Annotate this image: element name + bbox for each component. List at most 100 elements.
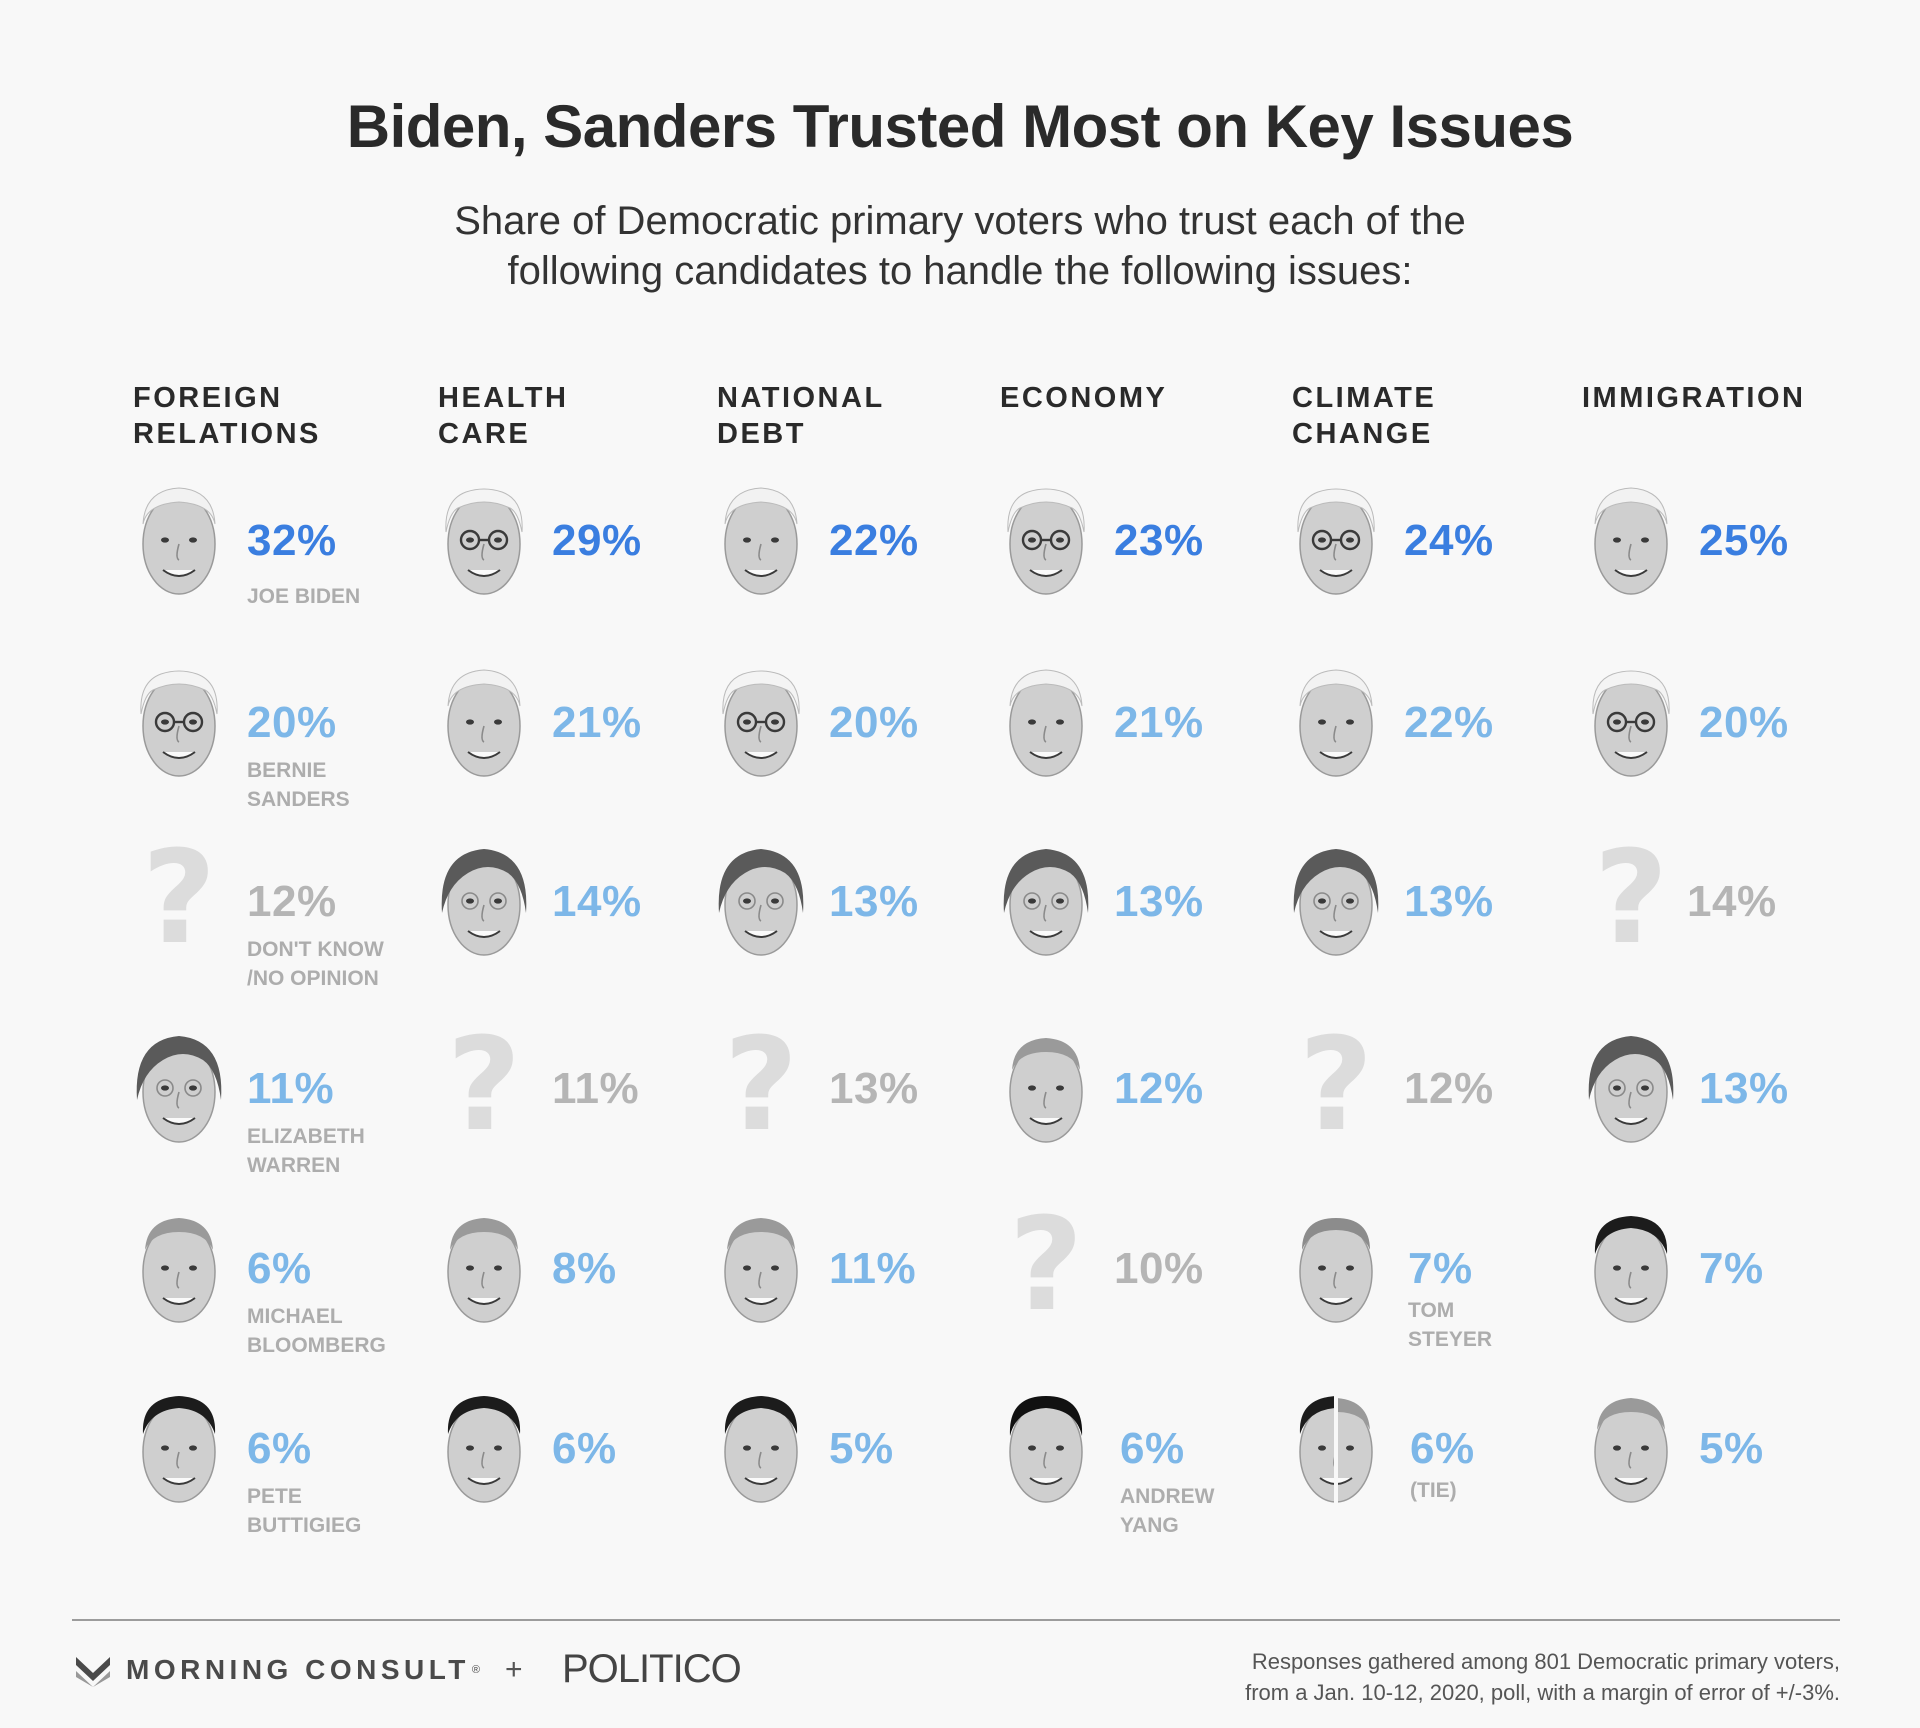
- question-mark-icon: ?: [1298, 1011, 1374, 1160]
- candidate-label-line: ELIZABETH: [247, 1125, 365, 1148]
- source-line-1: Responses gathered among 801 Democratic …: [1251, 1649, 1840, 1674]
- ranking-entry-joe-biden: 32% JOE BIDEN: [133, 482, 433, 652]
- candidate-label-line: ANDREW: [1120, 1485, 1215, 1508]
- percent-value: 12%: [1114, 1064, 1204, 1113]
- percent-value: 14%: [1687, 877, 1777, 926]
- ranking-entry-bernie-sanders: 23%: [1000, 482, 1300, 652]
- candidate-label-line: BERNIE: [247, 759, 327, 782]
- percent-value: 24%: [1404, 516, 1494, 565]
- issue-header-line: NATIONAL: [717, 382, 885, 414]
- ranking-entry-pete-buttigieg: 7%: [1585, 1210, 1885, 1380]
- subtitle-line-1: Share of Democratic primary voters who t…: [454, 199, 1466, 243]
- ranking-entry-elizabeth-warren: 13%: [1000, 843, 1300, 1013]
- biden-face-icon: [142, 487, 216, 595]
- sanders-face-icon: [1007, 488, 1085, 595]
- question-mark-icon: ?: [1008, 1191, 1084, 1340]
- issue-header: CLIMATE CHANGE: [1292, 380, 1436, 452]
- issue-header: HEALTH CARE: [438, 380, 568, 452]
- candidate-label-line: MICHAEL: [247, 1305, 343, 1328]
- warren-face-icon: [718, 849, 804, 956]
- candidate-label-line: SANDERS: [247, 788, 350, 811]
- issue-header-line: DEBT: [717, 418, 806, 450]
- chart-title: Biden, Sanders Trusted Most on Key Issue…: [346, 93, 1574, 160]
- candidate-label-line: YANG: [1120, 1514, 1179, 1537]
- issue-header-line: CHANGE: [1292, 418, 1433, 450]
- percent-value: 25%: [1699, 516, 1789, 565]
- biden-face-icon: [724, 487, 798, 595]
- candidate-label: PETE BUTTIGIEG: [247, 1482, 361, 1540]
- warren-face-icon: [1588, 1036, 1674, 1143]
- warren-face-icon: [1003, 849, 1089, 956]
- issue-column-immigration: IMMIGRATION 25% 20%? 14%: [1582, 0, 1885, 1600]
- percent-value: 20%: [829, 698, 919, 747]
- question-mark-icon: ?: [1593, 824, 1669, 973]
- question-mark-icon: ?: [141, 824, 217, 973]
- ranking-entry-bernie-sanders: 20%: [1585, 664, 1885, 834]
- issue-column-climate-change: CLIMATE CHANGE 24% 22%: [1290, 0, 1590, 1600]
- candidate-label-line: STEYER: [1408, 1328, 1493, 1351]
- ranking-entry-michael-bloomberg: 12%: [1000, 1030, 1300, 1200]
- ranking-entry-don-t-know-no-opinion: ? 13%: [715, 1016, 1015, 1200]
- percent-value: 12%: [247, 877, 337, 926]
- bloomberg-face-icon: [1594, 1398, 1668, 1503]
- percent-value: 23%: [1114, 516, 1204, 565]
- logo-plus-sign: +: [505, 1653, 523, 1686]
- buttigieg-face-icon: [724, 1396, 798, 1503]
- sanders-face-icon: [722, 670, 800, 777]
- issue-header: ECONOMY: [1000, 380, 1167, 416]
- ranking-entry-michael-bloomberg: 5%: [1585, 1390, 1885, 1560]
- warren-face-icon: [1293, 849, 1379, 956]
- candidate-label-line: (TIE): [1410, 1479, 1457, 1502]
- ranking-entry-don-t-know-no-opinion: ? 14%: [1585, 829, 1885, 1013]
- candidate-label-line: DON'T KNOW: [247, 938, 384, 961]
- ranking-entry-don-t-know-no-opinion: ? 11%: [438, 1016, 738, 1200]
- percent-value: 13%: [829, 877, 919, 926]
- percent-value: 6%: [1120, 1424, 1185, 1473]
- percent-value: 7%: [1699, 1244, 1764, 1293]
- ranking-entry-elizabeth-warren: 13%: [1290, 843, 1590, 1013]
- buttigieg-face-icon: [447, 1396, 521, 1503]
- candidate-label-line: TOM: [1408, 1299, 1455, 1322]
- warren-face-icon: [136, 1036, 222, 1143]
- politico-logo: POLITICO: [562, 1647, 742, 1691]
- ranking-entry-bernie-sanders: 20%: [715, 664, 1015, 834]
- bloomberg-face-icon: [1009, 1038, 1083, 1143]
- candidate-label-line: /NO OPINION: [247, 967, 379, 990]
- source-line-2: from a Jan. 10-12, 2020, poll, with a ma…: [1245, 1680, 1840, 1705]
- percent-value: 6%: [1410, 1424, 1475, 1473]
- issue-header-line: CLIMATE: [1292, 382, 1437, 414]
- ranking-entry-elizabeth-warren: 14%: [438, 843, 738, 1013]
- percent-value: 6%: [552, 1424, 617, 1473]
- percent-value: 21%: [1114, 698, 1204, 747]
- candidate-label: MICHAEL BLOOMBERG: [247, 1302, 386, 1360]
- ranking-entry-bernie-sanders: 29%: [438, 482, 738, 652]
- ranking-entry-pete-buttigieg: 6% PETE BUTTIGIEG: [133, 1390, 433, 1560]
- percent-value: 8%: [552, 1244, 617, 1293]
- candidate-label-line: PETE: [247, 1485, 302, 1508]
- ranking-entry-joe-biden: 21%: [438, 664, 738, 834]
- candidate-label-line: BUTTIGIEG: [247, 1514, 362, 1537]
- percent-value: 13%: [829, 1064, 919, 1113]
- percent-value: 7%: [1408, 1244, 1473, 1293]
- percent-value: 11%: [829, 1244, 917, 1293]
- issue-header: FOREIGN RELATIONS: [133, 380, 321, 452]
- morning-consult-logo: MORNING CONSULT ®: [74, 1650, 480, 1690]
- issue-header-line: RELATIONS: [133, 418, 321, 450]
- ranking-entry-elizabeth-warren: 11% ELIZABETH WARREN: [133, 1030, 433, 1200]
- morning-consult-wordmark: MORNING CONSULT: [126, 1654, 470, 1685]
- candidate-label: ELIZABETH WARREN: [247, 1122, 365, 1180]
- candidate-label-line: JOE BIDEN: [247, 585, 361, 608]
- percent-value: 20%: [1699, 698, 1789, 747]
- biden-face-icon: [1299, 669, 1373, 777]
- candidate-label: JOE BIDEN: [247, 582, 360, 611]
- ranking-entry-joe-biden: 22%: [715, 482, 1015, 652]
- ranking-entry-elizabeth-warren: 13%: [1585, 1030, 1885, 1200]
- bloomberg-face-icon: [142, 1218, 216, 1323]
- warren-face-icon: [441, 849, 527, 956]
- footer-divider: [72, 1619, 1840, 1621]
- ranking-entry-michael-bloomberg: 11%: [715, 1210, 1015, 1380]
- issue-column-economy: ECONOMY 23% 21%: [1000, 0, 1300, 1600]
- issue-header-line: FOREIGN: [133, 382, 283, 414]
- steyer-face-icon: [1299, 1218, 1373, 1323]
